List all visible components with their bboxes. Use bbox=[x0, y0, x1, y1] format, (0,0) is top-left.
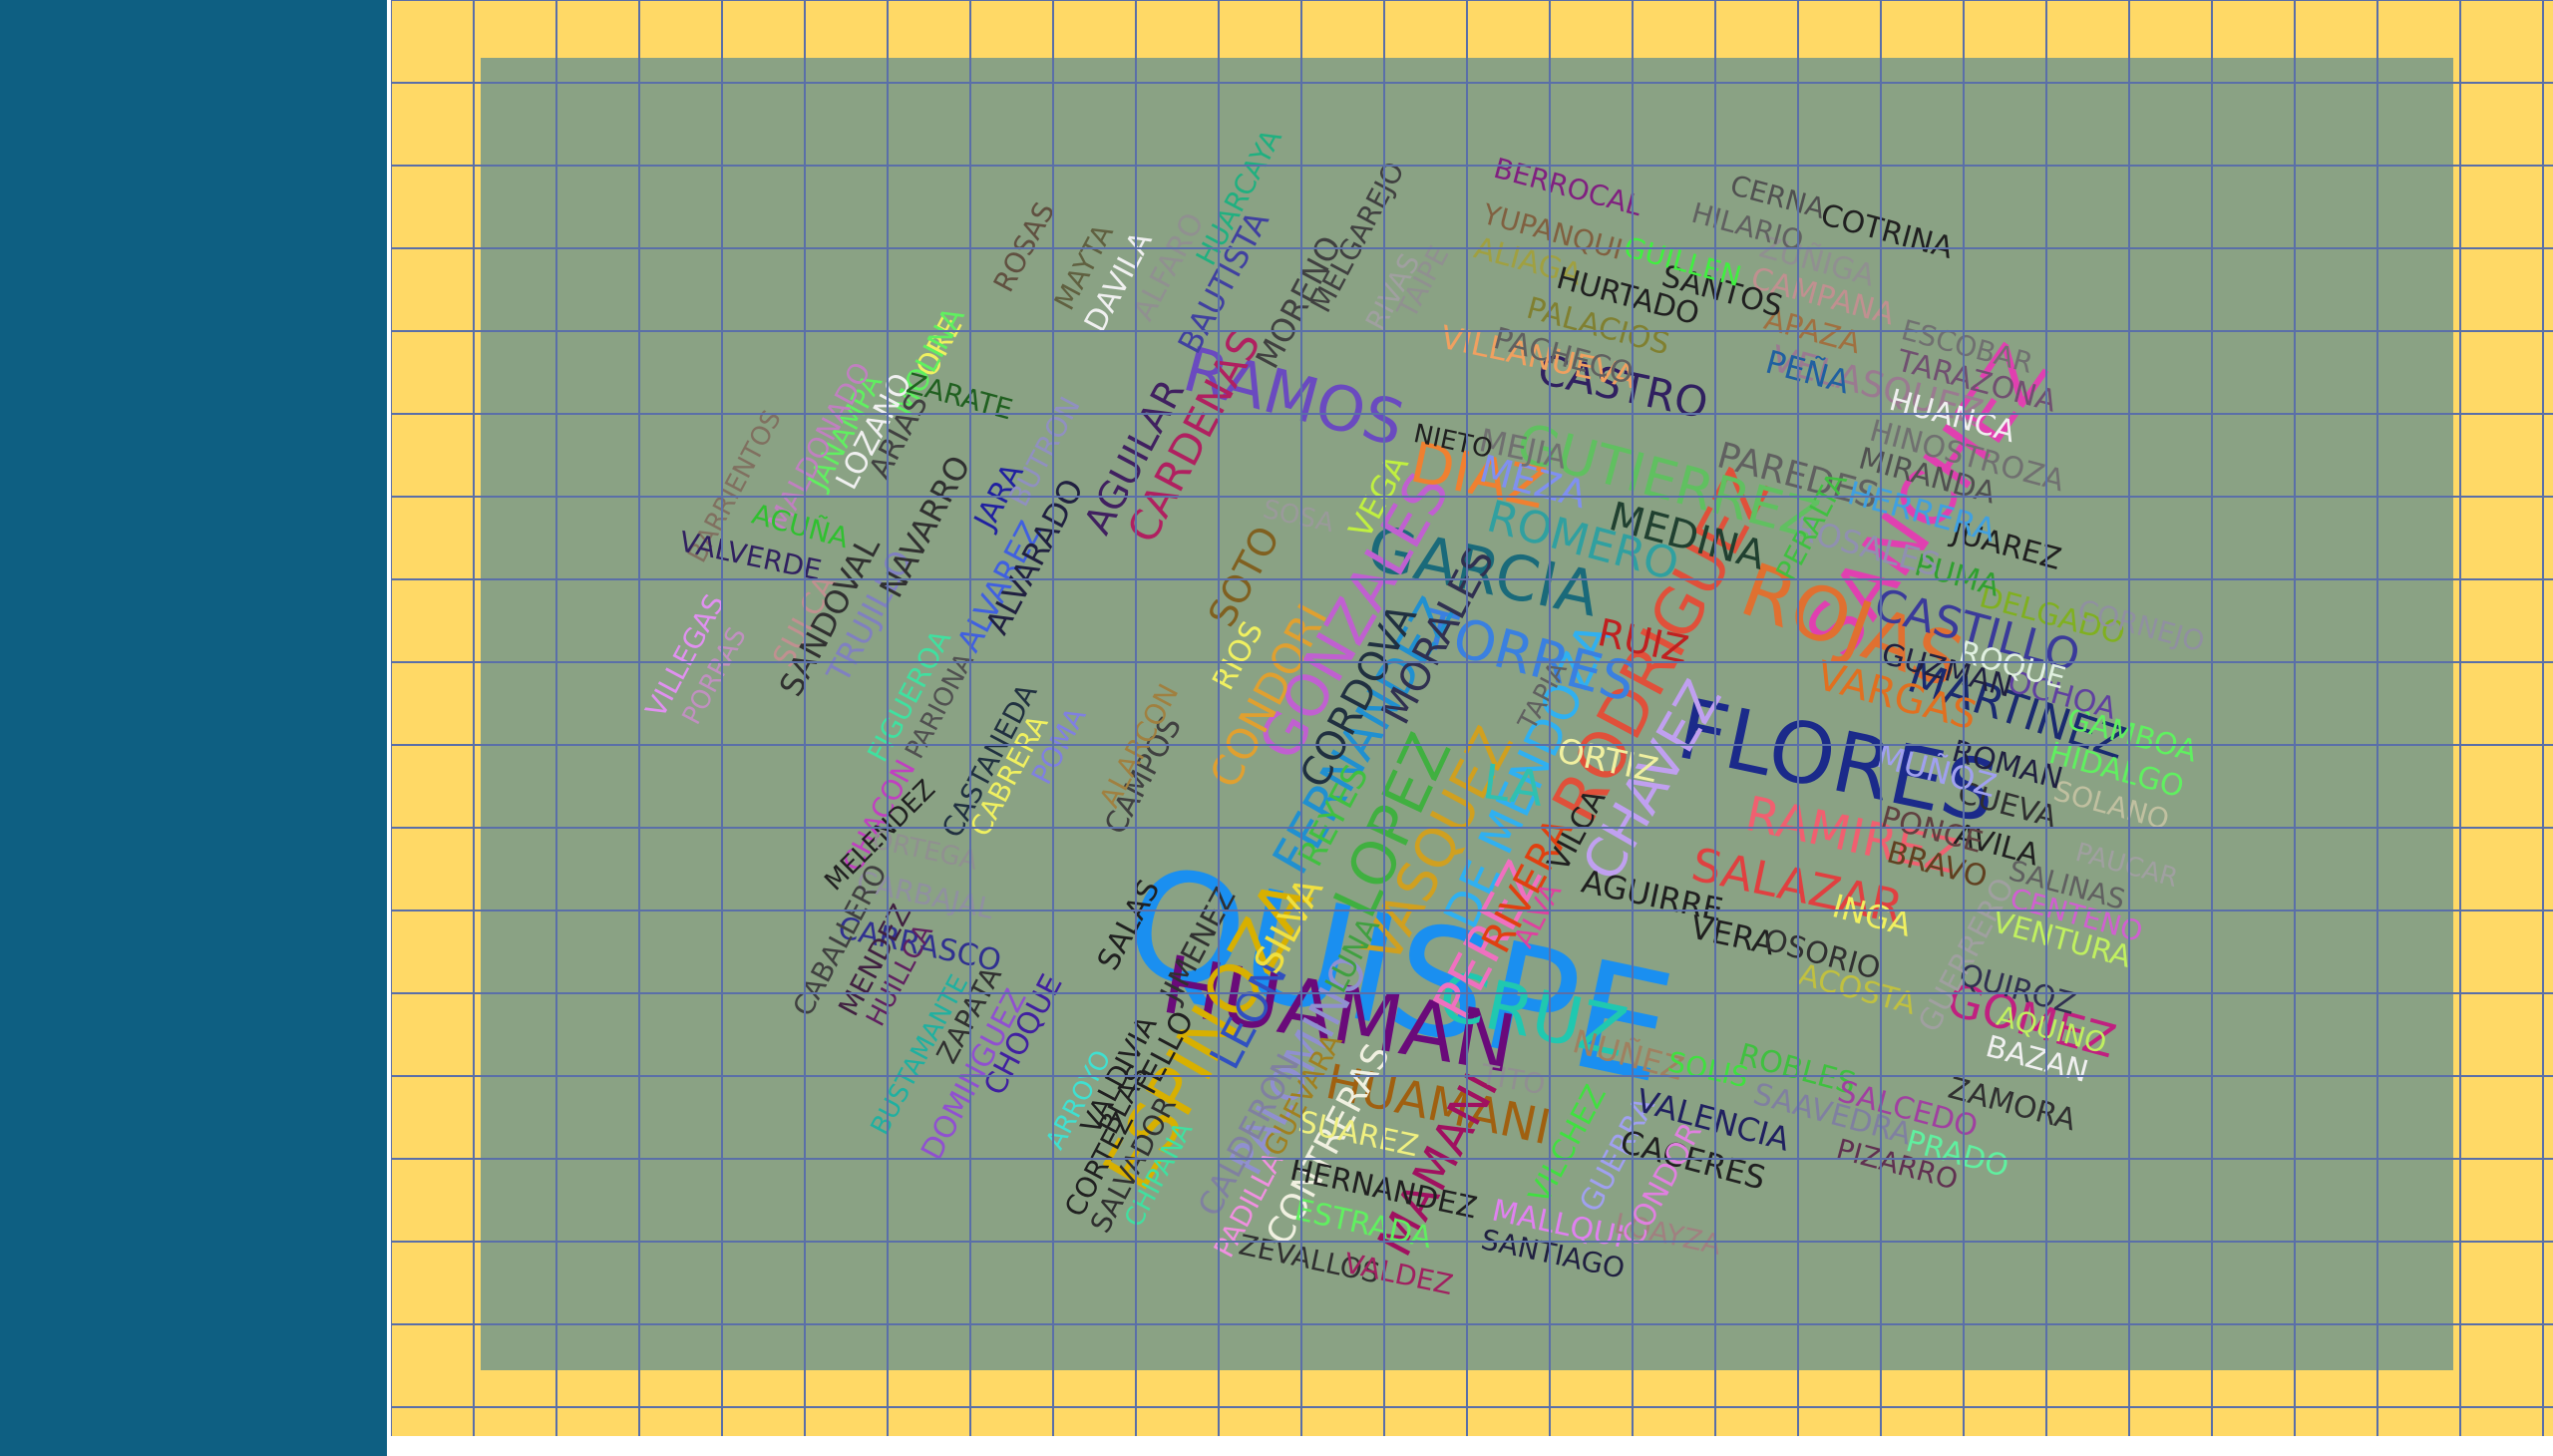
word-cloud-word: LA bbox=[1478, 754, 1547, 818]
word-cloud-word: CORNEJO bbox=[2074, 592, 2209, 659]
word-cloud-word: VALDEZ bbox=[1340, 1246, 1456, 1302]
bottom-strip bbox=[391, 1436, 2553, 1456]
left-sidebar bbox=[0, 0, 387, 1456]
word-cloud: QUISPE FLORES HUAMAN RODRIGUEZ SANCHEZ ROJAS G… bbox=[481, 58, 2453, 1370]
word-cloud-word: ROSAS bbox=[986, 196, 1061, 298]
sidebar-divider bbox=[387, 0, 391, 1456]
word-cloud-word: SOTO bbox=[1199, 519, 1288, 634]
